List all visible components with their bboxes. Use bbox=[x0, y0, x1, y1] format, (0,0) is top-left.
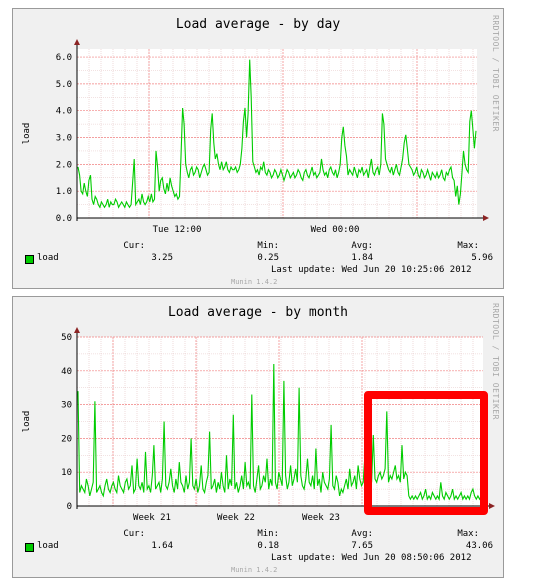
y-tick-label: 6.0 bbox=[56, 53, 72, 63]
y-axis-arrow bbox=[74, 327, 80, 333]
stat-avg-label: Avg: bbox=[351, 241, 373, 251]
chart-plot-day: 0.0 1.0 2.0 3.0 4.0 5.0 6.0 Tue 12:00 Wed 00:00 l… bbox=[22, 39, 489, 235]
stat-max-value: 43.06 bbox=[465, 541, 493, 551]
stat-cur-value: 1.64 bbox=[151, 541, 173, 551]
last-update: Last update: Wed Jun 20 08:50:06 2012 bbox=[271, 553, 472, 563]
chart-panel-month: Load average - by month RRDTOOL / TOBI O… bbox=[12, 296, 504, 578]
y-axis-title: load bbox=[22, 411, 32, 433]
stat-avg-label: Avg: bbox=[351, 529, 373, 539]
rrdtool-credit: RRDTOOL / TOBI OETIKER bbox=[491, 303, 500, 420]
y-tick-label: 40 bbox=[61, 367, 72, 377]
y-tick-label: 5.0 bbox=[56, 80, 72, 90]
stat-cur-label: Cur: bbox=[123, 241, 145, 251]
series-line-load bbox=[77, 363, 484, 502]
y-tick-label: 4.0 bbox=[56, 107, 72, 117]
chart-panel-day: Load average - by day RRDTOOL / TOBI OET… bbox=[12, 8, 504, 289]
y-tick-label: 3.0 bbox=[56, 134, 72, 144]
y-tick-label: 2.0 bbox=[56, 160, 72, 170]
stat-min-value: 0.25 bbox=[257, 253, 279, 263]
stat-max-label: Max: bbox=[457, 241, 479, 251]
y-tick-label: 10 bbox=[61, 468, 72, 478]
y-tick-label: 20 bbox=[61, 434, 72, 444]
stat-min-label: Min: bbox=[257, 241, 279, 251]
y-tick-label: 1.0 bbox=[56, 187, 72, 197]
stat-cur-value: 3.25 bbox=[151, 253, 173, 263]
legend-swatch bbox=[25, 255, 34, 264]
legend-swatch bbox=[25, 543, 34, 552]
x-tick-label: Week 22 bbox=[217, 513, 255, 523]
stat-cur-label: Cur: bbox=[123, 529, 145, 539]
rrdtool-credit: RRDTOOL / TOBI OETIKER bbox=[491, 15, 500, 132]
stat-min-value: 0.18 bbox=[257, 541, 279, 551]
munin-version: Munin 1.4.2 bbox=[231, 566, 278, 574]
x-axis-arrow bbox=[489, 503, 495, 509]
chart-title: Load average - by day bbox=[175, 17, 341, 32]
chart-title: Load average - by month bbox=[167, 305, 348, 320]
y-tick-label: 0.0 bbox=[56, 214, 72, 224]
legend-label: load bbox=[37, 253, 59, 263]
series-line-load bbox=[77, 59, 477, 209]
stat-max-label: Max: bbox=[457, 529, 479, 539]
highlight-annotation-box bbox=[364, 391, 488, 515]
plot-area bbox=[77, 49, 477, 218]
y-axis-arrow bbox=[74, 39, 80, 45]
stat-avg-value: 7.65 bbox=[351, 541, 373, 551]
y-tick-label: 0 bbox=[67, 502, 72, 512]
x-tick-label: Week 23 bbox=[302, 513, 340, 523]
y-tick-label: 30 bbox=[61, 401, 72, 411]
chart-plot-month: 0 10 20 30 40 50 Week 21 Week 22 Week 23 load bbox=[22, 327, 495, 523]
y-tick-label: 50 bbox=[61, 333, 72, 343]
x-tick-label: Wed 00:00 bbox=[311, 225, 360, 235]
last-update: Last update: Wed Jun 20 10:25:06 2012 bbox=[271, 265, 472, 275]
stat-avg-value: 1.84 bbox=[351, 253, 373, 263]
x-axis-arrow bbox=[483, 215, 489, 221]
x-tick-label: Week 21 bbox=[133, 513, 171, 523]
x-tick-label: Tue 12:00 bbox=[153, 225, 202, 235]
y-axis-title: load bbox=[22, 123, 32, 145]
stat-min-label: Min: bbox=[257, 529, 279, 539]
legend-label: load bbox=[37, 541, 59, 551]
munin-version: Munin 1.4.2 bbox=[231, 278, 278, 286]
stat-max-value: 5.96 bbox=[471, 253, 493, 263]
